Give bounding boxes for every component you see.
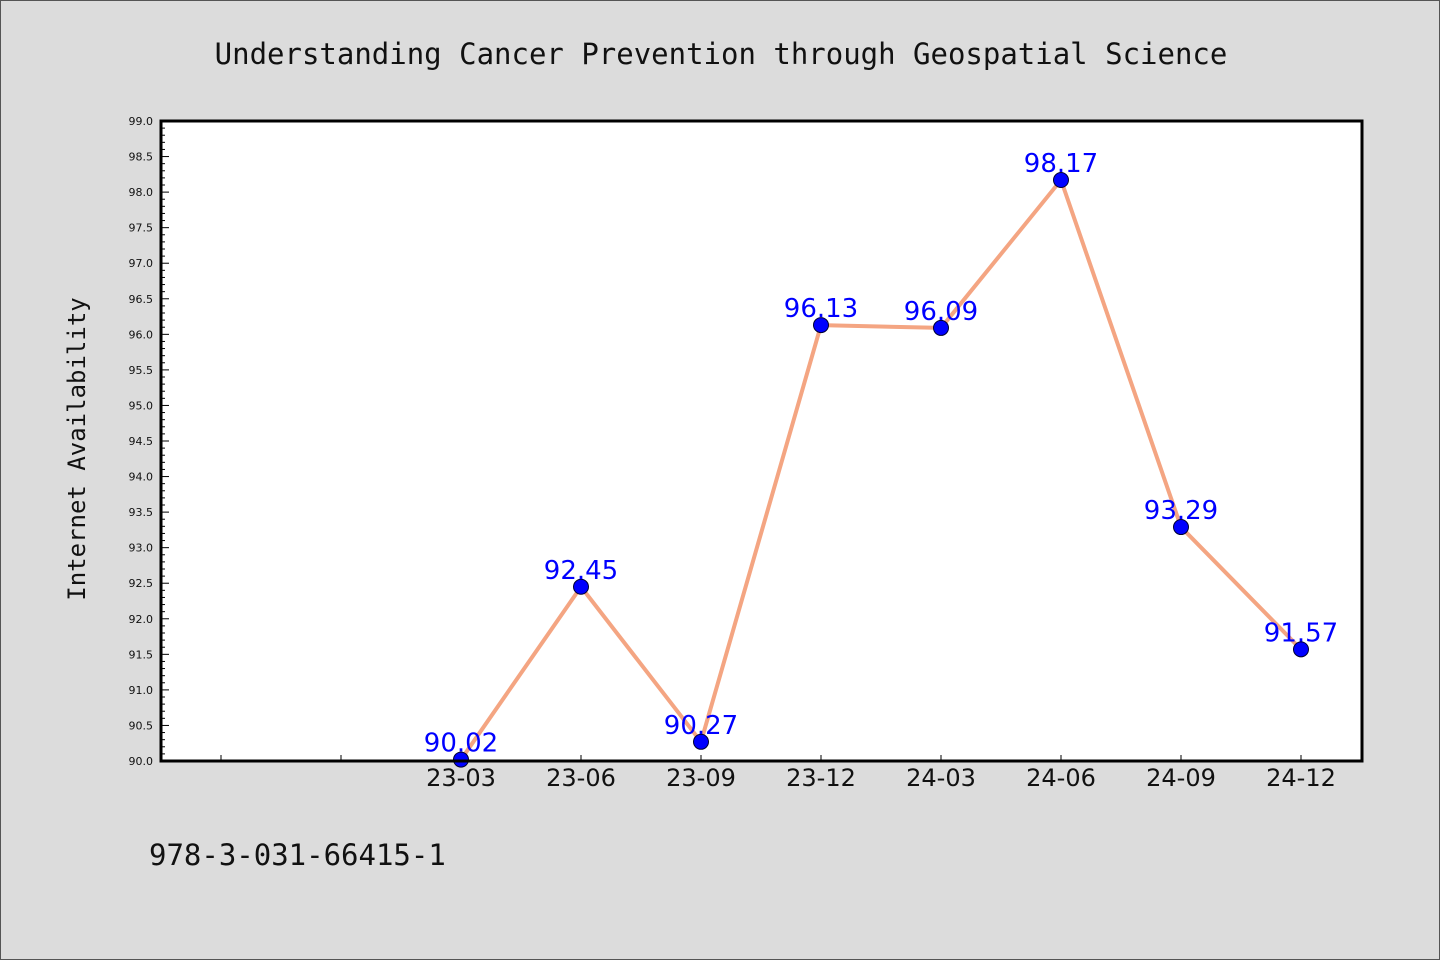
data-point-marker	[1173, 519, 1189, 536]
y-tick-label: 90.5	[129, 719, 154, 732]
data-value-label: 98.17	[1024, 149, 1098, 179]
y-tick-label: 94.5	[129, 435, 154, 448]
x-tick-label: 24-12	[1266, 764, 1336, 792]
data-value-label: 91.57	[1264, 618, 1338, 648]
plot-area	[161, 121, 1362, 761]
x-tick-label: 23-06	[546, 764, 616, 792]
data-value-label: 90.27	[664, 711, 738, 741]
y-tick-label: 96.0	[129, 328, 154, 341]
y-tick-label: 90.0	[129, 755, 154, 768]
y-tick-label: 98.0	[129, 186, 154, 199]
y-tick-label: 98.5	[129, 151, 154, 164]
x-axis-ticks: 23-03 23-06 23-09 23-12 24-03 24-06 24-09 24-12	[220, 755, 1336, 792]
y-tick-label: 92.5	[129, 577, 154, 590]
y-tick-label: 93.5	[129, 506, 154, 519]
x-tick-label: 24-06	[1026, 764, 1096, 792]
x-tick-label: 24-03	[906, 764, 976, 792]
data-point-marker	[1293, 641, 1309, 658]
data-point-marker	[813, 317, 829, 334]
data-point-marker	[1053, 172, 1069, 189]
data-point-marker	[693, 733, 709, 750]
y-axis-ticks: 90.0 90.5 91.0 91.5 92.0 92.5 93.0 93.5 94.0 94.5…	[129, 115, 169, 768]
x-tick-label: 24-09	[1146, 764, 1216, 792]
data-point-marker	[933, 319, 949, 336]
plot-frame	[159, 119, 1364, 763]
data-value-label: 93.29	[1144, 496, 1218, 526]
x-tick-label: 23-03	[426, 764, 496, 792]
y-tick-label: 95.5	[129, 364, 154, 377]
x-tick-label: 23-09	[666, 764, 736, 792]
y-tick-label: 99.0	[129, 115, 154, 128]
data-value-label: 96.13	[784, 294, 858, 324]
data-value-label: 92.45	[544, 556, 618, 586]
y-tick-label: 96.5	[129, 293, 154, 306]
data-value-label: 90.02	[424, 729, 498, 759]
y-tick-label: 97.5	[129, 222, 154, 235]
x-tick-label: 23-12	[786, 764, 856, 792]
data-labels: 90.02 92.45 90.27 96.13 96.09 98.17 93.29 91.57	[424, 149, 1338, 759]
y-tick-label: 97.0	[129, 257, 154, 270]
series-layer	[453, 172, 1309, 768]
y-tick-label: 92.0	[129, 613, 154, 626]
y-tick-label: 95.0	[129, 399, 154, 412]
y-axis-label: Internet Availability	[63, 297, 91, 600]
y-tick-label: 91.0	[129, 684, 154, 697]
y-tick-label: 91.5	[129, 648, 154, 661]
y-tick-label: 94.0	[129, 471, 154, 484]
y-tick-label: 93.0	[129, 542, 154, 555]
series-line	[459, 178, 1303, 762]
data-value-label: 96.09	[904, 297, 978, 327]
footer-isbn: 978-3-031-66415-1	[149, 838, 446, 872]
data-point-marker	[573, 578, 589, 595]
chart-title: Understanding Cancer Prevention through …	[215, 37, 1228, 71]
